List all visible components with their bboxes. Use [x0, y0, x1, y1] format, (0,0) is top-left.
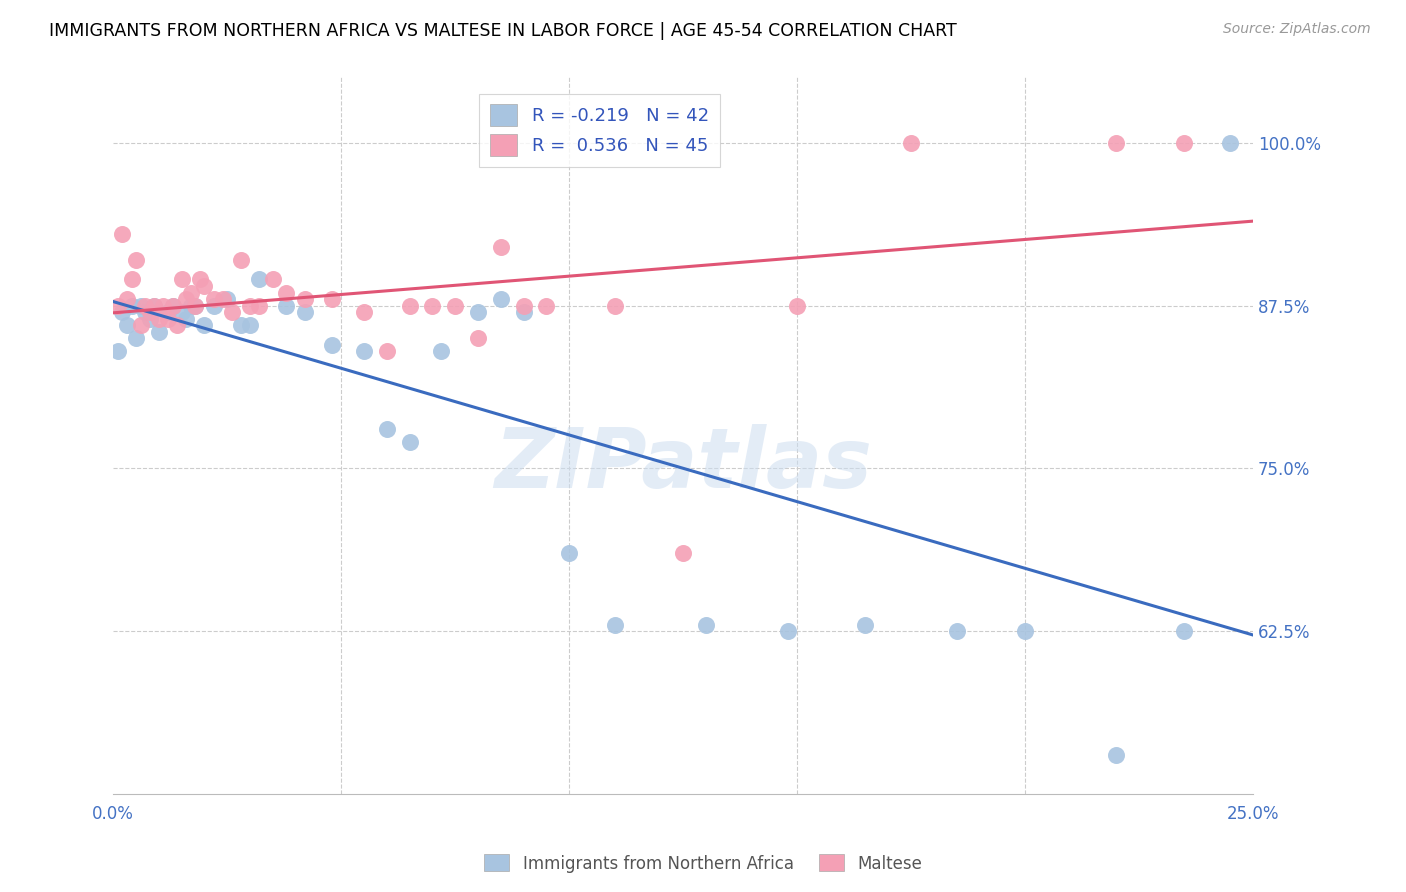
- Point: [202, 299, 225, 313]
- Point: [695, 618, 717, 632]
- Point: [398, 299, 420, 313]
- Point: [239, 318, 262, 332]
- Point: [239, 299, 262, 313]
- Text: ZIPatlas: ZIPatlas: [494, 424, 872, 505]
- Point: [115, 318, 138, 332]
- Point: [1173, 624, 1195, 639]
- Point: [138, 311, 160, 326]
- Point: [170, 272, 193, 286]
- Point: [134, 299, 156, 313]
- Point: [603, 618, 626, 632]
- Point: [422, 299, 444, 313]
- Point: [945, 624, 967, 639]
- Text: IMMIGRANTS FROM NORTHERN AFRICA VS MALTESE IN LABOR FORCE | AGE 45-54 CORRELATIO: IMMIGRANTS FROM NORTHERN AFRICA VS MALTE…: [49, 22, 957, 40]
- Point: [512, 299, 534, 313]
- Point: [107, 299, 129, 313]
- Point: [321, 337, 343, 351]
- Point: [148, 311, 170, 326]
- Point: [536, 299, 558, 313]
- Point: [294, 305, 316, 319]
- Point: [115, 292, 138, 306]
- Point: [1105, 136, 1128, 150]
- Point: [398, 435, 420, 450]
- Point: [900, 136, 922, 150]
- Point: [558, 546, 581, 560]
- Point: [229, 318, 252, 332]
- Point: [853, 618, 876, 632]
- Point: [148, 325, 170, 339]
- Point: [211, 292, 233, 306]
- Point: [121, 299, 143, 313]
- Point: [786, 299, 808, 313]
- Point: [134, 305, 156, 319]
- Point: [603, 299, 626, 313]
- Point: [1014, 624, 1036, 639]
- Point: [162, 299, 184, 313]
- Point: [467, 305, 489, 319]
- Point: [1173, 136, 1195, 150]
- Point: [180, 285, 202, 300]
- Point: [138, 305, 160, 319]
- Point: [353, 305, 375, 319]
- Point: [166, 318, 188, 332]
- Point: [156, 311, 179, 326]
- Point: [444, 299, 467, 313]
- Point: [129, 318, 152, 332]
- Point: [184, 299, 207, 313]
- Point: [489, 292, 512, 306]
- Legend: Immigrants from Northern Africa, Maltese: Immigrants from Northern Africa, Maltese: [478, 847, 928, 880]
- Point: [247, 272, 270, 286]
- Point: [247, 299, 270, 313]
- Point: [193, 279, 215, 293]
- Point: [375, 344, 398, 359]
- Point: [229, 252, 252, 267]
- Point: [202, 292, 225, 306]
- Point: [162, 299, 184, 313]
- Point: [221, 305, 243, 319]
- Point: [125, 252, 148, 267]
- Point: [143, 299, 166, 313]
- Point: [262, 272, 284, 286]
- Point: [217, 292, 239, 306]
- Point: [170, 305, 193, 319]
- Point: [143, 299, 166, 313]
- Point: [111, 305, 134, 319]
- Point: [276, 299, 298, 313]
- Point: [776, 624, 799, 639]
- Point: [375, 422, 398, 436]
- Point: [174, 292, 197, 306]
- Point: [184, 299, 207, 313]
- Point: [180, 299, 202, 313]
- Point: [152, 299, 174, 313]
- Legend: R = -0.219   N = 42, R =  0.536   N = 45: R = -0.219 N = 42, R = 0.536 N = 45: [479, 94, 720, 167]
- Point: [107, 344, 129, 359]
- Point: [467, 331, 489, 345]
- Point: [276, 285, 298, 300]
- Point: [1219, 136, 1241, 150]
- Point: [672, 546, 695, 560]
- Point: [111, 227, 134, 241]
- Point: [125, 331, 148, 345]
- Point: [430, 344, 453, 359]
- Point: [353, 344, 375, 359]
- Point: [489, 240, 512, 254]
- Point: [156, 305, 179, 319]
- Point: [193, 318, 215, 332]
- Point: [321, 292, 343, 306]
- Point: [121, 272, 143, 286]
- Point: [294, 292, 316, 306]
- Point: [1105, 748, 1128, 763]
- Point: [129, 299, 152, 313]
- Point: [512, 305, 534, 319]
- Point: [188, 272, 211, 286]
- Point: [174, 311, 197, 326]
- Text: Source: ZipAtlas.com: Source: ZipAtlas.com: [1223, 22, 1371, 37]
